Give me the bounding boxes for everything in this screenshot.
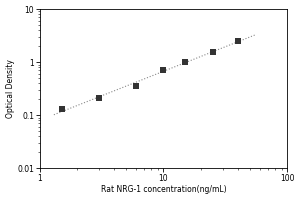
Point bbox=[210, 50, 215, 54]
Point bbox=[183, 60, 188, 64]
Y-axis label: Optical Density: Optical Density bbox=[6, 59, 15, 118]
Point bbox=[161, 69, 166, 72]
Point bbox=[96, 96, 101, 100]
Point bbox=[59, 107, 64, 111]
Point bbox=[236, 39, 240, 42]
Point bbox=[134, 85, 138, 88]
X-axis label: Rat NRG-1 concentration(ng/mL): Rat NRG-1 concentration(ng/mL) bbox=[101, 185, 226, 194]
